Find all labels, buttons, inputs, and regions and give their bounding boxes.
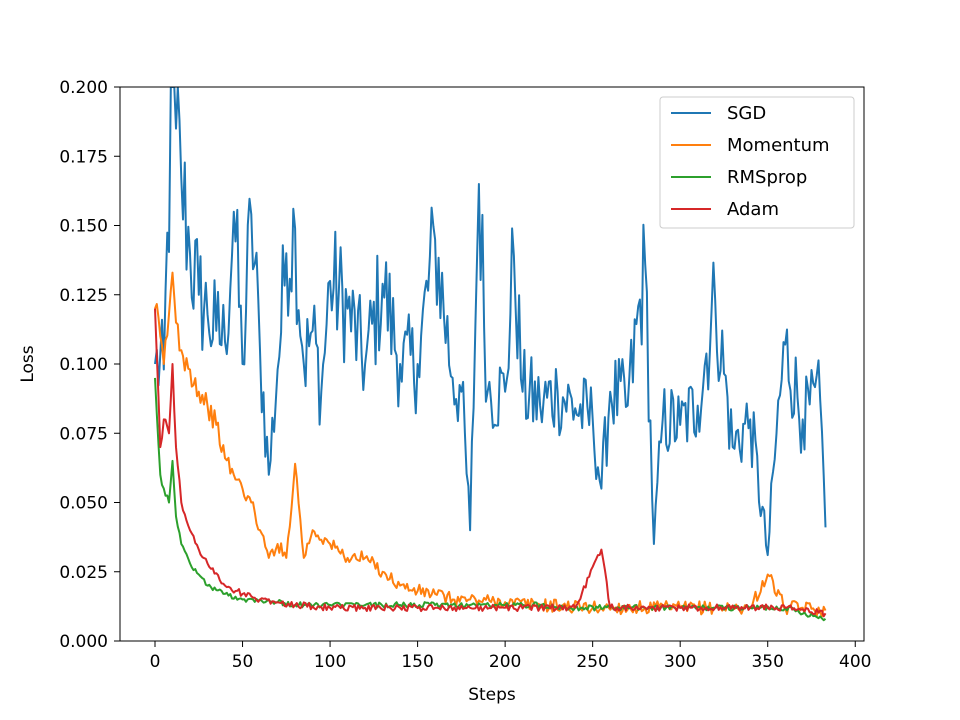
y-tick-label: 0.075 <box>59 424 108 444</box>
series-line-adam <box>154 308 827 618</box>
x-axis: 0 50 100 150 200 250 300 350 400 <box>150 641 871 672</box>
x-tick-label: 250 <box>576 652 608 672</box>
legend-label-rmsprop: RMSprop <box>727 167 807 188</box>
y-tick-label: 0.175 <box>59 147 108 167</box>
legend-label-momentum: Momentum <box>727 135 830 156</box>
x-axis-title: Steps <box>468 685 516 705</box>
y-axis-title: Loss <box>18 345 38 382</box>
y-tick-label: 0.025 <box>59 563 108 583</box>
x-tick-label: 50 <box>232 652 254 672</box>
y-tick-label: 0.100 <box>59 355 108 375</box>
y-tick-label: 0.150 <box>59 217 108 237</box>
y-axis: 0.000 0.025 0.050 0.075 0.100 0.125 0.150 0.175… <box>59 78 120 652</box>
x-tick-label: 150 <box>401 652 433 672</box>
series-layer <box>154 87 827 622</box>
y-tick-label: 0.050 <box>59 494 108 514</box>
y-tick-label: 0.000 <box>59 632 108 652</box>
legend-box <box>659 96 855 229</box>
legend: SGD Momentum RMSprop Adam <box>659 96 855 229</box>
legend-label-sgd: SGD <box>727 103 766 124</box>
y-tick-label: 0.200 <box>59 78 108 98</box>
x-tick-label: 100 <box>314 652 346 672</box>
x-tick-label: 0 <box>150 652 161 672</box>
y-tick-label: 0.125 <box>59 286 108 306</box>
series-line-sgd <box>154 87 827 557</box>
series-line-rmsprop <box>154 377 827 622</box>
x-tick-label: 200 <box>489 652 521 672</box>
x-tick-label: 350 <box>751 652 783 672</box>
x-tick-label: 300 <box>664 652 696 672</box>
legend-label-adam: Adam <box>727 199 779 220</box>
x-tick-label: 400 <box>839 652 871 672</box>
